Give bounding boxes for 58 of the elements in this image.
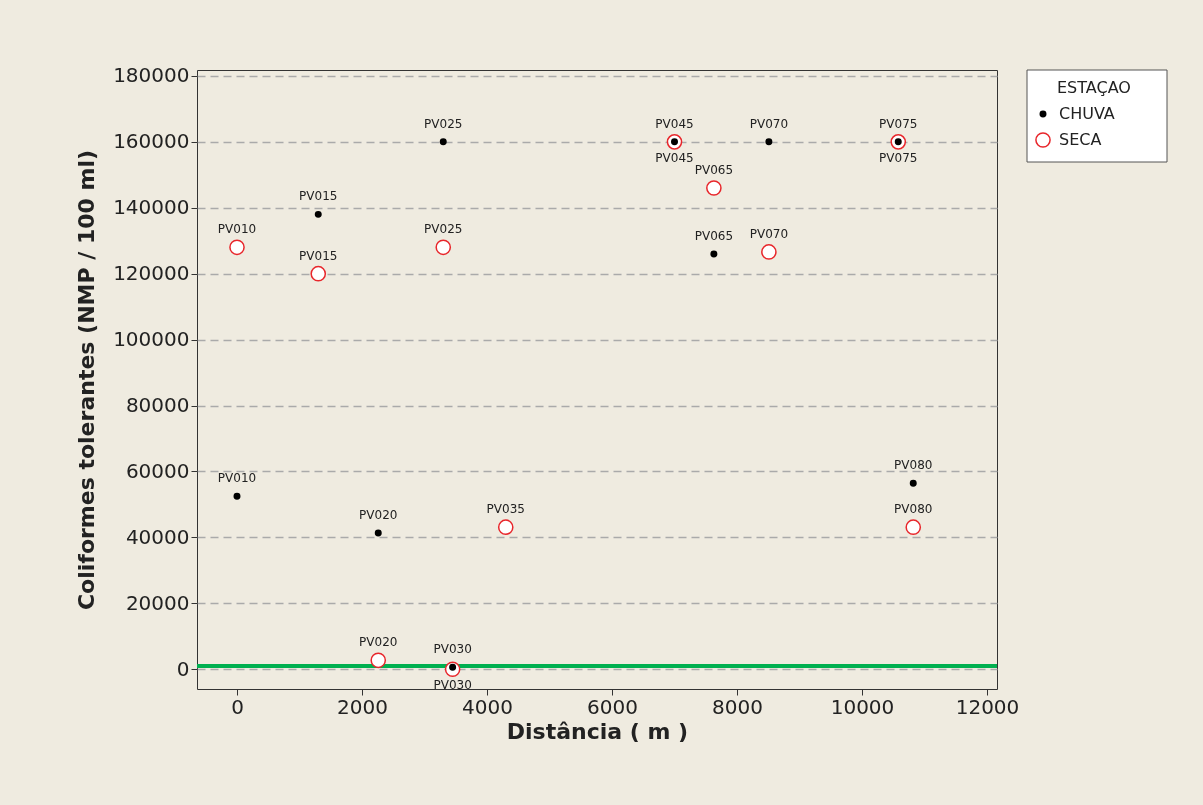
y-tick-label: 160000 — [113, 129, 190, 154]
annotation: PV065 — [694, 228, 734, 243]
point — [905, 519, 922, 535]
y-tick-label: 80000 — [125, 393, 190, 418]
legend-label: SECA — [1059, 130, 1102, 149]
y-tick-label: 0 — [176, 656, 190, 681]
point — [370, 652, 387, 669]
y-tick-label: 140000 — [113, 195, 190, 220]
annotation: PV025 — [424, 116, 463, 131]
point — [765, 138, 773, 146]
annotation: PV030 — [433, 642, 472, 657]
y-tick-label: 40000 — [125, 524, 190, 549]
point — [710, 250, 718, 258]
y-tick-label: 100000 — [113, 327, 190, 352]
annotation: PV045 — [655, 116, 694, 131]
annotation: PV035 — [486, 502, 525, 517]
x-axis-title: Distância ( m ) — [506, 718, 689, 744]
annotation: PV080 — [894, 502, 933, 517]
x-tick-label: 2000 — [337, 694, 388, 719]
y-tick-label: 120000 — [113, 261, 190, 286]
x-tick-label: 10000 — [830, 694, 895, 719]
annotation: PV070 — [749, 116, 789, 131]
point — [497, 519, 514, 535]
point — [439, 138, 447, 146]
x-tick-label: 6000 — [587, 694, 638, 719]
point — [909, 479, 917, 487]
annotation: PV030 — [433, 678, 472, 693]
x-tick-label: 0 — [231, 694, 244, 719]
legend-title: ESTAÇAO — [1057, 78, 1131, 97]
y-axis-title: Coliformes tolerantes (NMP / 100 ml) — [74, 149, 100, 611]
annotation: PV075 — [879, 150, 918, 165]
y-tick-label: 20000 — [125, 590, 190, 615]
x-tick-label: 12000 — [955, 694, 1020, 719]
annotation: PV025 — [424, 222, 463, 237]
y-tick-label: 180000 — [113, 63, 190, 88]
point — [435, 239, 452, 256]
annotation: PV070 — [749, 226, 789, 241]
annotation: PV010 — [217, 222, 257, 237]
annotation: PV010 — [217, 471, 257, 486]
annotation: PV015 — [299, 189, 338, 204]
point — [229, 239, 245, 256]
annotation: PV065 — [694, 163, 734, 177]
legend-label: CHUVA — [1059, 104, 1115, 123]
point — [310, 265, 327, 282]
point — [706, 180, 722, 196]
point — [761, 244, 777, 260]
point — [233, 492, 241, 500]
x-tick-label: 8000 — [712, 694, 763, 719]
annotation: PV020 — [359, 508, 398, 523]
annotation: PV080 — [894, 458, 933, 473]
annotation: PV045 — [655, 150, 694, 165]
x-tick-label: 4000 — [462, 694, 513, 719]
point — [314, 210, 322, 218]
annotation: PV015 — [299, 248, 338, 263]
annotation: PV020 — [359, 635, 398, 650]
annotation: PV075 — [879, 116, 918, 131]
y-tick-label: 60000 — [125, 458, 190, 483]
point — [374, 529, 382, 537]
